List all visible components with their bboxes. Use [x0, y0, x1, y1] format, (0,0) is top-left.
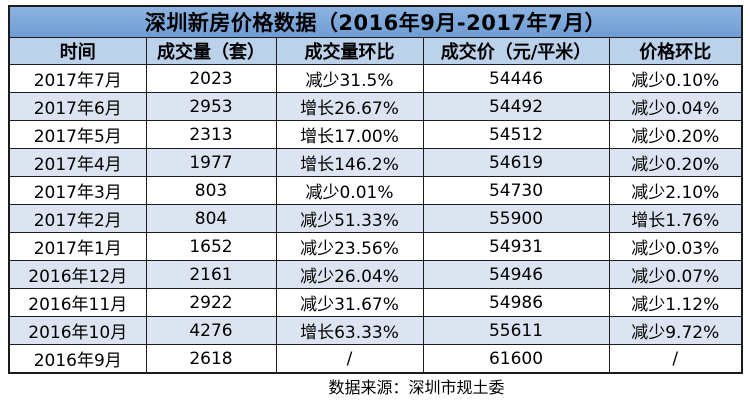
table-cell: 减少0.20%	[608, 148, 743, 177]
table-cell: 2161	[145, 260, 277, 289]
table-row: 2017年5月 2313 增长17.00% 54512 减少0.20%	[8, 120, 743, 149]
table-cell: 803	[145, 176, 277, 205]
table-cell: 54931	[422, 232, 610, 261]
column-header-time: 时间	[8, 37, 147, 65]
table-cell: 2017年3月	[8, 176, 147, 205]
table-row: 2017年1月 1652 减少23.56% 54931 减少0.03%	[8, 232, 743, 261]
column-header-price: 成交价（元/平米）	[422, 37, 610, 65]
table-cell: /	[275, 344, 424, 374]
table-cell: 2953	[145, 92, 277, 121]
table-cell: 减少0.03%	[608, 232, 743, 261]
table-row: 2016年12月 2161 减少26.04% 54946 减少0.07%	[8, 260, 743, 289]
table-cell: 55611	[422, 316, 610, 345]
table-cell: 减少0.01%	[275, 176, 424, 205]
table-cell: 54730	[422, 176, 610, 205]
table-cell: 减少0.07%	[608, 260, 743, 289]
table-cell: 54512	[422, 120, 610, 149]
table-header-row: 时间 成交量（套） 成交量环比 成交价（元/平米） 价格环比	[8, 37, 743, 65]
table-cell: 2023	[145, 64, 277, 93]
table-cell: 减少0.10%	[608, 64, 743, 93]
column-header-volume: 成交量（套）	[145, 37, 277, 65]
table-cell: 减少9.72%	[608, 316, 743, 345]
table-cell: 2017年4月	[8, 148, 147, 177]
table-cell: 增长63.33%	[275, 316, 424, 345]
table-cell: 2017年7月	[8, 64, 147, 93]
table-cell: 54986	[422, 288, 610, 317]
table-cell: 2017年1月	[8, 232, 147, 261]
table-cell: 54619	[422, 148, 610, 177]
price-table: 深圳新房价格数据（2016年9月-2017年7月） 时间 成交量（套） 成交量环…	[8, 5, 743, 374]
table-cell: 54492	[422, 92, 610, 121]
table-row: 2017年6月 2953 增长26.67% 54492 减少0.04%	[8, 92, 743, 121]
table-cell: 2016年9月	[8, 344, 147, 374]
table-cell: 1977	[145, 148, 277, 177]
table-cell: 减少31.67%	[275, 288, 424, 317]
table-cell: 减少23.56%	[275, 232, 424, 261]
table-row: 2017年7月 2023 减少31.5% 54446 减少0.10%	[8, 64, 743, 93]
table-cell: 2922	[145, 288, 277, 317]
column-header-volume-mom: 成交量环比	[275, 37, 424, 65]
table-cell: 2016年12月	[8, 260, 147, 289]
table-cell: 减少0.20%	[608, 120, 743, 149]
table-cell: 增长1.76%	[608, 204, 743, 233]
table-row: 2016年11月 2922 减少31.67% 54986 减少1.12%	[8, 288, 743, 317]
table-title: 深圳新房价格数据（2016年9月-2017年7月）	[8, 5, 743, 38]
table-cell: 减少26.04%	[275, 260, 424, 289]
table-cell: 减少0.04%	[608, 92, 743, 121]
table-cell: 61600	[422, 344, 610, 374]
table-cell: 减少51.33%	[275, 204, 424, 233]
table-title-row: 深圳新房价格数据（2016年9月-2017年7月）	[8, 5, 743, 38]
table-cell: 增长26.67%	[275, 92, 424, 121]
column-header-price-mom: 价格环比	[608, 37, 743, 65]
table-cell: 2017年5月	[8, 120, 147, 149]
table-row: 2017年2月 804 减少51.33% 55900 增长1.76%	[8, 204, 743, 233]
table-cell: 54446	[422, 64, 610, 93]
table-cell: 804	[145, 204, 277, 233]
table-row: 2017年3月 803 减少0.01% 54730 减少2.10%	[8, 176, 743, 205]
table-row: 2016年10月 4276 增长63.33% 55611 减少9.72%	[8, 316, 743, 345]
table-cell: 减少1.12%	[608, 288, 743, 317]
table-body: 2017年7月 2023 减少31.5% 54446 减少0.10% 2017年6月 295…	[8, 64, 743, 374]
table-cell: 1652	[145, 232, 277, 261]
table-cell: 2017年2月	[8, 204, 147, 233]
table-cell: 减少31.5%	[275, 64, 424, 93]
table-cell: 增长146.2%	[275, 148, 424, 177]
table-cell: 2017年6月	[8, 92, 147, 121]
table-cell: 2016年11月	[8, 288, 147, 317]
table-cell: 减少2.10%	[608, 176, 743, 205]
table-cell: 2618	[145, 344, 277, 374]
table-cell: 4276	[145, 316, 277, 345]
data-source-note: 数据来源：深圳市规土委	[328, 378, 505, 397]
table-cell: 54946	[422, 260, 610, 289]
table-cell: 2313	[145, 120, 277, 149]
table-cell: 增长17.00%	[275, 120, 424, 149]
table-row: 2017年4月 1977 增长146.2% 54619 减少0.20%	[8, 148, 743, 177]
table-cell: 2016年10月	[8, 316, 147, 345]
table-row: 2016年9月 2618/61600/	[8, 344, 743, 374]
table-cell: /	[608, 344, 743, 374]
table-cell: 55900	[422, 204, 610, 233]
